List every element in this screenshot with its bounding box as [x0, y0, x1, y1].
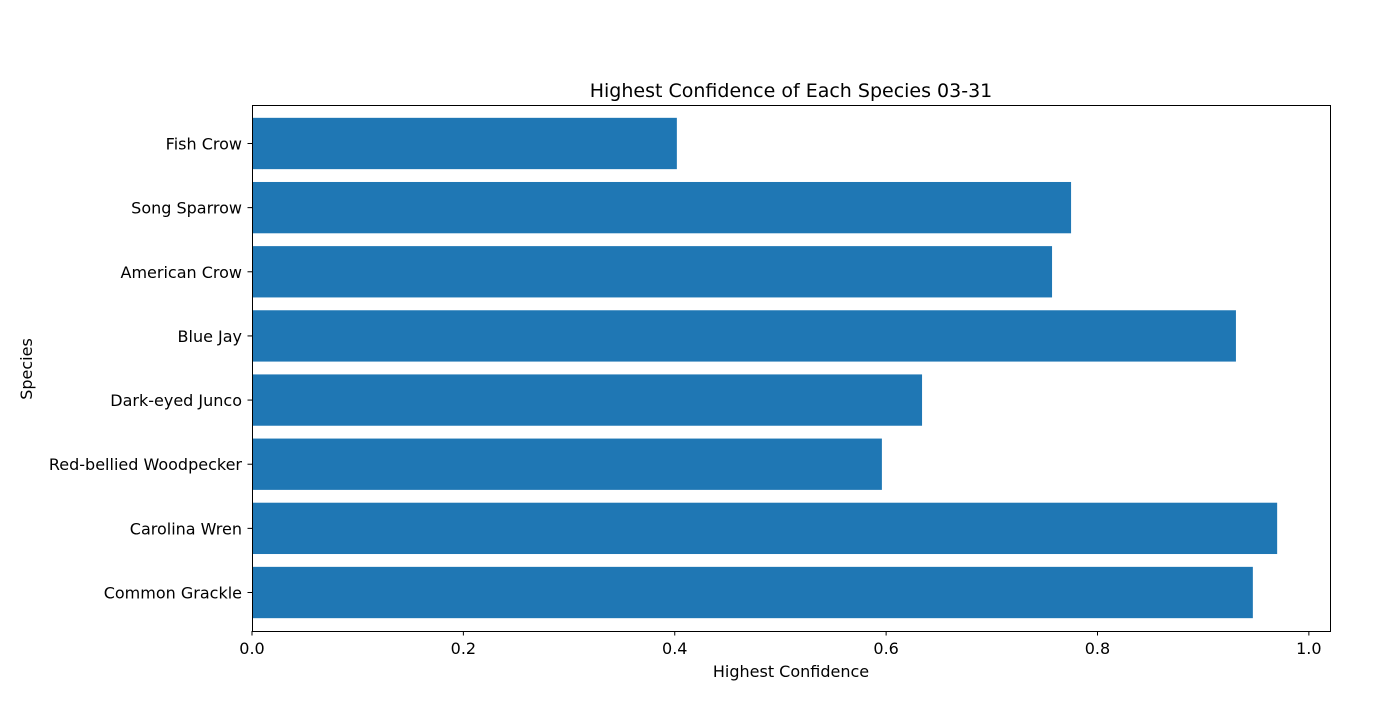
bar-dark-eyed-junco	[252, 374, 923, 426]
y-axis-ticks: Common Grackle Carolina Wren Red-bellied W…	[49, 134, 252, 603]
x-tick-label: 0.2	[451, 639, 476, 658]
y-tick-label: Red-bellied Woodpecker	[49, 455, 243, 474]
x-axis-ticks: 0.0 0.2 0.4 0.6 0.8 1.0	[239, 631, 1322, 658]
bar-blue-jay	[252, 310, 1236, 362]
bar-american-crow	[252, 246, 1053, 298]
y-tick-label: Common Grackle	[104, 584, 242, 603]
x-tick-label: 0.6	[873, 639, 898, 658]
x-tick-label: 1.0	[1296, 639, 1321, 658]
bar-carolina-wren	[252, 502, 1278, 555]
chart-title: Highest Confidence of Each Species 03-31	[590, 80, 993, 102]
x-tick-label: 0.8	[1085, 639, 1110, 658]
y-axis-title: Species	[17, 338, 36, 400]
y-tick-label: American Crow	[121, 263, 243, 282]
bars-group	[252, 117, 1278, 619]
x-axis-title: Highest Confidence	[713, 662, 869, 681]
bar-song-sparrow	[252, 181, 1072, 234]
y-tick-label: Fish Crow	[166, 134, 242, 153]
y-tick-label: Song Sparrow	[131, 199, 242, 218]
y-tick-label: Blue Jay	[178, 327, 242, 346]
plot-frame	[252, 105, 1331, 632]
x-tick-label: 0.4	[662, 639, 687, 658]
y-tick-label: Dark-eyed Junco	[110, 391, 242, 410]
bar-common-grackle	[252, 566, 1253, 619]
bar-red-bellied-woodpecker	[252, 438, 882, 490]
y-tick-label: Carolina Wren	[130, 519, 242, 538]
x-tick-label: 0.0	[239, 639, 264, 658]
bar-fish-crow	[252, 117, 677, 170]
